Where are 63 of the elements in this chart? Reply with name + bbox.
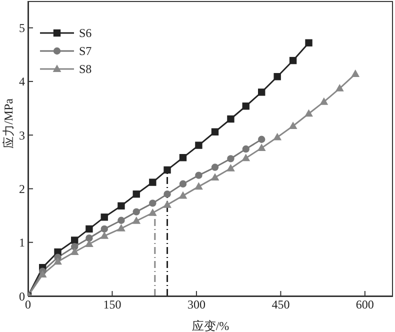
point: [242, 102, 250, 110]
x-tick-label: 600: [356, 298, 374, 312]
point: [195, 172, 202, 179]
x-tick-label: 150: [103, 298, 122, 312]
point: [179, 180, 187, 188]
point: [304, 109, 313, 117]
x-tick-label: 450: [272, 298, 290, 312]
point: [132, 208, 140, 216]
legend-label: S6: [79, 26, 92, 40]
y-tick-label: 4: [19, 74, 25, 89]
point: [210, 173, 220, 180]
point: [194, 182, 203, 190]
x-axis-title: 应变/%: [192, 319, 230, 332]
y-tick-label: 5: [19, 21, 25, 36]
point: [164, 190, 171, 198]
point: [118, 202, 125, 210]
point: [227, 115, 234, 123]
point: [71, 236, 78, 244]
point: [179, 154, 187, 162]
x-tick-label: 300: [187, 298, 206, 312]
point: [86, 225, 93, 233]
point: [305, 39, 312, 46]
point: [54, 257, 62, 265]
point: [211, 164, 219, 171]
point: [195, 142, 202, 149]
point: [335, 84, 344, 92]
point: [351, 70, 360, 77]
point: [288, 122, 298, 129]
point: [227, 155, 234, 162]
point: [274, 73, 281, 80]
point: [211, 128, 219, 136]
point: [163, 200, 172, 208]
point: [148, 208, 157, 216]
point: [70, 248, 79, 256]
point: [289, 56, 297, 64]
point: [258, 136, 266, 143]
point: [226, 164, 235, 172]
point: [149, 200, 156, 207]
y-tick-label: 3: [19, 128, 25, 142]
point: [149, 178, 156, 186]
y-axis-title: 应力/MPa: [1, 98, 16, 148]
point: [117, 224, 126, 232]
point: [258, 88, 266, 96]
point: [242, 154, 250, 162]
y-tick-label: 1: [19, 236, 25, 250]
point: [242, 145, 250, 153]
point: [320, 97, 328, 105]
point: [178, 191, 188, 199]
point: [100, 232, 109, 239]
point: [100, 225, 108, 233]
point: [257, 144, 266, 151]
point: [100, 214, 108, 221]
point: [273, 132, 282, 140]
point: [132, 216, 141, 224]
point: [164, 166, 171, 174]
legend-label: S8: [79, 62, 92, 76]
point: [38, 270, 47, 278]
point: [132, 190, 140, 198]
legend-label: S7: [79, 44, 92, 58]
point: [85, 240, 94, 247]
point: [118, 216, 125, 224]
point: [86, 234, 93, 242]
y-tick-label: 2: [19, 182, 25, 196]
